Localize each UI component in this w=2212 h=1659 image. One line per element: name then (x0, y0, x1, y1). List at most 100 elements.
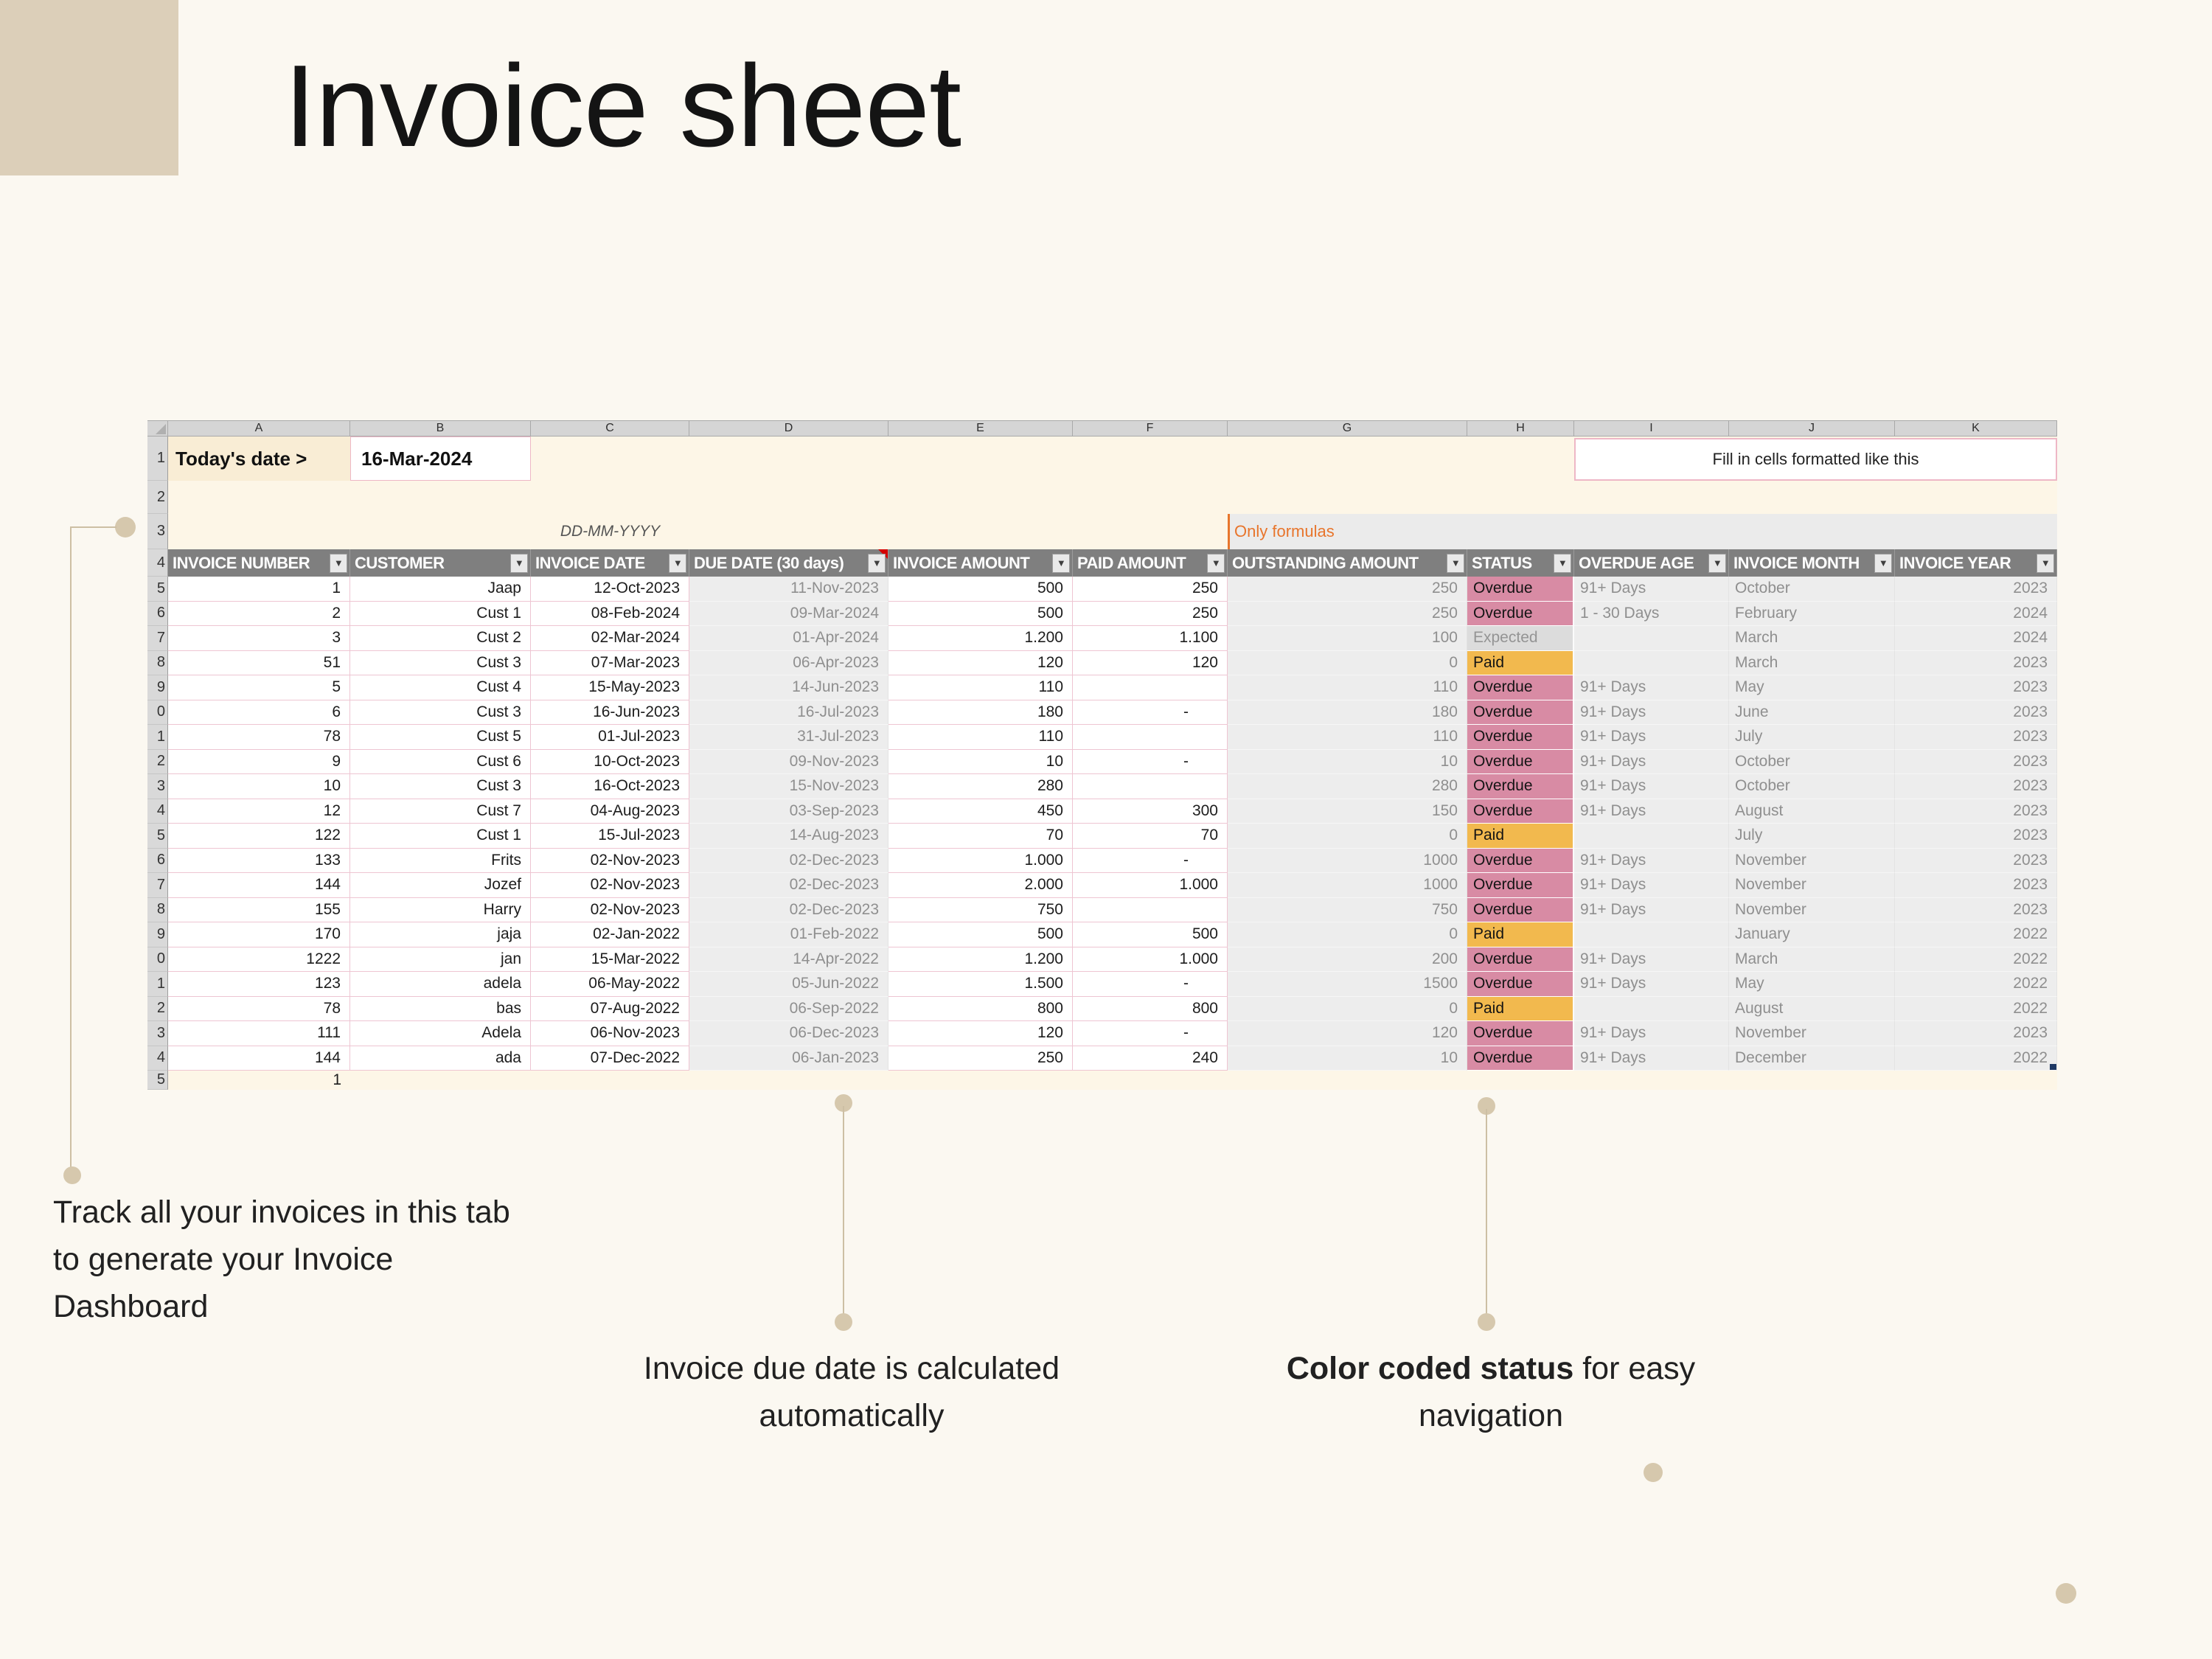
row-header[interactable]: 6 (147, 848, 168, 873)
cell-K10[interactable]: 2023 (1895, 700, 2057, 725)
cell-C6[interactable]: 08-Feb-2024 (531, 601, 689, 626)
cell-C15[interactable]: 15-Jul-2023 (531, 824, 689, 849)
cell-I19[interactable] (1574, 922, 1729, 947)
cell-A19[interactable]: 170 (168, 922, 350, 947)
cell-H8[interactable]: Paid (1467, 650, 1574, 675)
cell-J5[interactable]: October (1729, 577, 1895, 602)
cell-H9[interactable]: Overdue (1467, 675, 1574, 700)
cell-F5[interactable]: 250 (1073, 577, 1228, 602)
cell-C24[interactable]: 07-Dec-2022 (531, 1046, 689, 1071)
cell-G23[interactable]: 120 (1228, 1021, 1467, 1046)
cell-E19[interactable]: 500 (888, 922, 1073, 947)
row-header[interactable]: 9 (147, 922, 168, 947)
cell-F17[interactable]: 1.000 (1073, 873, 1228, 898)
row-header-4[interactable]: 4 (147, 549, 168, 577)
cell-D15[interactable]: 14-Aug-2023 (689, 824, 888, 849)
cell-A23[interactable]: 111 (168, 1021, 350, 1046)
cell-G11[interactable]: 110 (1228, 725, 1467, 750)
cell-A14[interactable]: 12 (168, 799, 350, 824)
row-header[interactable]: 4 (147, 1046, 168, 1071)
filter-button-E[interactable]: ▼ (1052, 553, 1070, 573)
cell-A9[interactable]: 5 (168, 675, 350, 700)
cell-F6[interactable]: 250 (1073, 601, 1228, 626)
row-header[interactable]: 2 (147, 996, 168, 1021)
filter-button-B[interactable]: ▼ (510, 553, 528, 573)
cell-G20[interactable]: 200 (1228, 947, 1467, 972)
row-header-2[interactable]: 2 (147, 481, 168, 514)
cell-D22[interactable]: 06-Sep-2022 (689, 996, 888, 1021)
cell-E23[interactable]: 120 (888, 1021, 1073, 1046)
cell-D17[interactable]: 02-Dec-2023 (689, 873, 888, 898)
column-header-I[interactable]: I (1574, 421, 1729, 436)
cell-G21[interactable]: 1500 (1228, 972, 1467, 997)
cell-K12[interactable]: 2023 (1895, 749, 2057, 774)
cell-I10[interactable]: 91+ Days (1574, 700, 1729, 725)
cell-D7[interactable]: 01-Apr-2024 (689, 626, 888, 651)
cell-H14[interactable]: Overdue (1467, 799, 1574, 824)
cell-E22[interactable]: 800 (888, 996, 1073, 1021)
cell-B6[interactable]: Cust 1 (350, 601, 531, 626)
filter-button-G[interactable]: ▼ (1447, 553, 1464, 573)
cell-B9[interactable]: Cust 4 (350, 675, 531, 700)
cell-I9[interactable]: 91+ Days (1574, 675, 1729, 700)
cell-D16[interactable]: 02-Dec-2023 (689, 848, 888, 873)
cell-I7[interactable] (1574, 626, 1729, 651)
row-header[interactable]: 3 (147, 1021, 168, 1046)
cell-I13[interactable]: 91+ Days (1574, 774, 1729, 799)
cell-J16[interactable]: November (1729, 848, 1895, 873)
cell-B19[interactable]: jaja (350, 922, 531, 947)
row-header[interactable]: 8 (147, 897, 168, 922)
cell-D10[interactable]: 16-Jul-2023 (689, 700, 888, 725)
cell-G5[interactable]: 250 (1228, 577, 1467, 602)
cell-F9[interactable] (1073, 675, 1228, 700)
cell-J12[interactable]: October (1729, 749, 1895, 774)
cell-B5[interactable]: Jaap (350, 577, 531, 602)
cell-C9[interactable]: 15-May-2023 (531, 675, 689, 700)
row-header[interactable]: 5 (147, 577, 168, 602)
select-all-corner[interactable] (147, 421, 168, 436)
cell-K19[interactable]: 2022 (1895, 922, 2057, 947)
cell-C20[interactable]: 15-Mar-2022 (531, 947, 689, 972)
cell-H17[interactable]: Overdue (1467, 873, 1574, 898)
row-header-25[interactable]: 5 (147, 1071, 168, 1090)
cell-J19[interactable]: January (1729, 922, 1895, 947)
cell-C18[interactable]: 02-Nov-2023 (531, 897, 689, 922)
row-header[interactable]: 6 (147, 601, 168, 626)
cell-H11[interactable]: Overdue (1467, 725, 1574, 750)
cell-I18[interactable]: 91+ Days (1574, 897, 1729, 922)
cell-G6[interactable]: 250 (1228, 601, 1467, 626)
cell-I11[interactable]: 91+ Days (1574, 725, 1729, 750)
cell-K15[interactable]: 2023 (1895, 824, 2057, 849)
cell-H19[interactable]: Paid (1467, 922, 1574, 947)
row-header[interactable]: 1 (147, 972, 168, 997)
cell-J20[interactable]: March (1729, 947, 1895, 972)
cell-A5[interactable]: 1 (168, 577, 350, 602)
cell-K7[interactable]: 2024 (1895, 626, 2057, 651)
cell-I20[interactable]: 91+ Days (1574, 947, 1729, 972)
cell-D6[interactable]: 09-Mar-2024 (689, 601, 888, 626)
cell-C8[interactable]: 07-Mar-2023 (531, 650, 689, 675)
row-header[interactable]: 9 (147, 675, 168, 700)
cell-C21[interactable]: 06-May-2022 (531, 972, 689, 997)
cell-D20[interactable]: 14-Apr-2022 (689, 947, 888, 972)
cell-D5[interactable]: 11-Nov-2023 (689, 577, 888, 602)
cell-D18[interactable]: 02-Dec-2023 (689, 897, 888, 922)
cell-J14[interactable]: August (1729, 799, 1895, 824)
cell-B14[interactable]: Cust 7 (350, 799, 531, 824)
cell-D8[interactable]: 06-Apr-2023 (689, 650, 888, 675)
cell-K13[interactable]: 2023 (1895, 774, 2057, 799)
column-header-E[interactable]: E (888, 421, 1073, 436)
cell-H18[interactable]: Overdue (1467, 897, 1574, 922)
cell-K17[interactable]: 2023 (1895, 873, 2057, 898)
cell-I21[interactable]: 91+ Days (1574, 972, 1729, 997)
cell-A18[interactable]: 155 (168, 897, 350, 922)
filter-button-A[interactable]: ▼ (330, 553, 347, 573)
row-header[interactable]: 0 (147, 947, 168, 972)
cell-J9[interactable]: May (1729, 675, 1895, 700)
row-header[interactable]: 7 (147, 626, 168, 651)
cell-F24[interactable]: 240 (1073, 1046, 1228, 1071)
cell-A20[interactable]: 1222 (168, 947, 350, 972)
cell-B23[interactable]: Adela (350, 1021, 531, 1046)
cell-E12[interactable]: 10 (888, 749, 1073, 774)
cell-I16[interactable]: 91+ Days (1574, 848, 1729, 873)
